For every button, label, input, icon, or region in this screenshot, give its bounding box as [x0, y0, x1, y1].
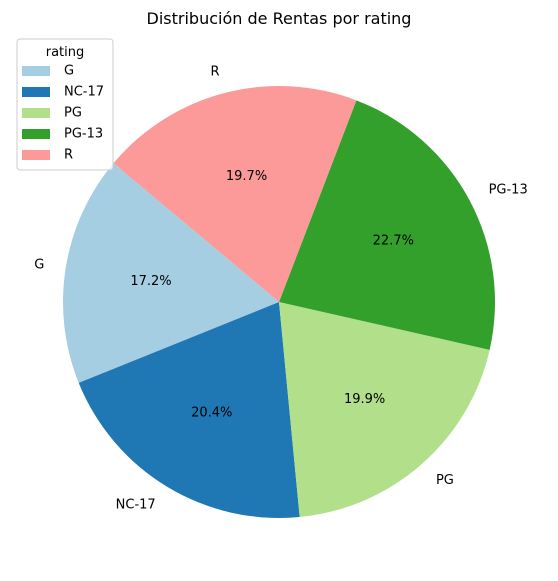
- legend-title: rating: [46, 45, 85, 60]
- slice-label-nc-17: NC-17: [116, 498, 156, 513]
- legend-label-pg-13: PG-13: [64, 127, 103, 142]
- legend-label-pg: PG: [64, 106, 82, 121]
- legend-label-r: R: [64, 148, 73, 163]
- pie-slice-pg: [279, 302, 490, 518]
- legend-swatch-pg-13: [22, 129, 50, 139]
- slice-percent-r: 19.7%: [226, 169, 267, 184]
- legend-swatch-r: [22, 150, 50, 160]
- legend-label-g: G: [64, 64, 74, 79]
- legend-swatch-pg: [22, 108, 50, 118]
- pie-slice-nc-17: [78, 302, 300, 518]
- slice-label-pg-13: PG-13: [489, 183, 528, 198]
- slice-percent-nc-17: 20.4%: [191, 405, 232, 420]
- slice-percent-pg: 19.9%: [344, 392, 385, 407]
- legend: rating G NC-17 PG PG-13 R: [16, 38, 114, 171]
- slice-label-g: G: [34, 257, 44, 272]
- slice-label-pg: PG: [436, 473, 454, 488]
- pie-slice-pg-13: [279, 100, 495, 350]
- pie-slice-r: [113, 85, 357, 302]
- slice-percent-pg-13: 22.7%: [373, 233, 414, 248]
- legend-items: G NC-17 PG PG-13 R: [22, 64, 104, 163]
- slice-percent-g: 17.2%: [130, 274, 171, 289]
- slice-label-r: R: [210, 64, 219, 79]
- chart-title: Distribución de Rentas por rating: [147, 9, 412, 28]
- pie-slice-g: [63, 163, 280, 383]
- legend-swatch-nc-17: [22, 87, 50, 97]
- legend-swatch-g: [22, 66, 50, 76]
- legend-label-nc-17: NC-17: [64, 85, 104, 100]
- pie-group: G 17.2% NC-17 20.4% PG 19.9% PG-13 22.7% R 19.7%: [34, 64, 528, 518]
